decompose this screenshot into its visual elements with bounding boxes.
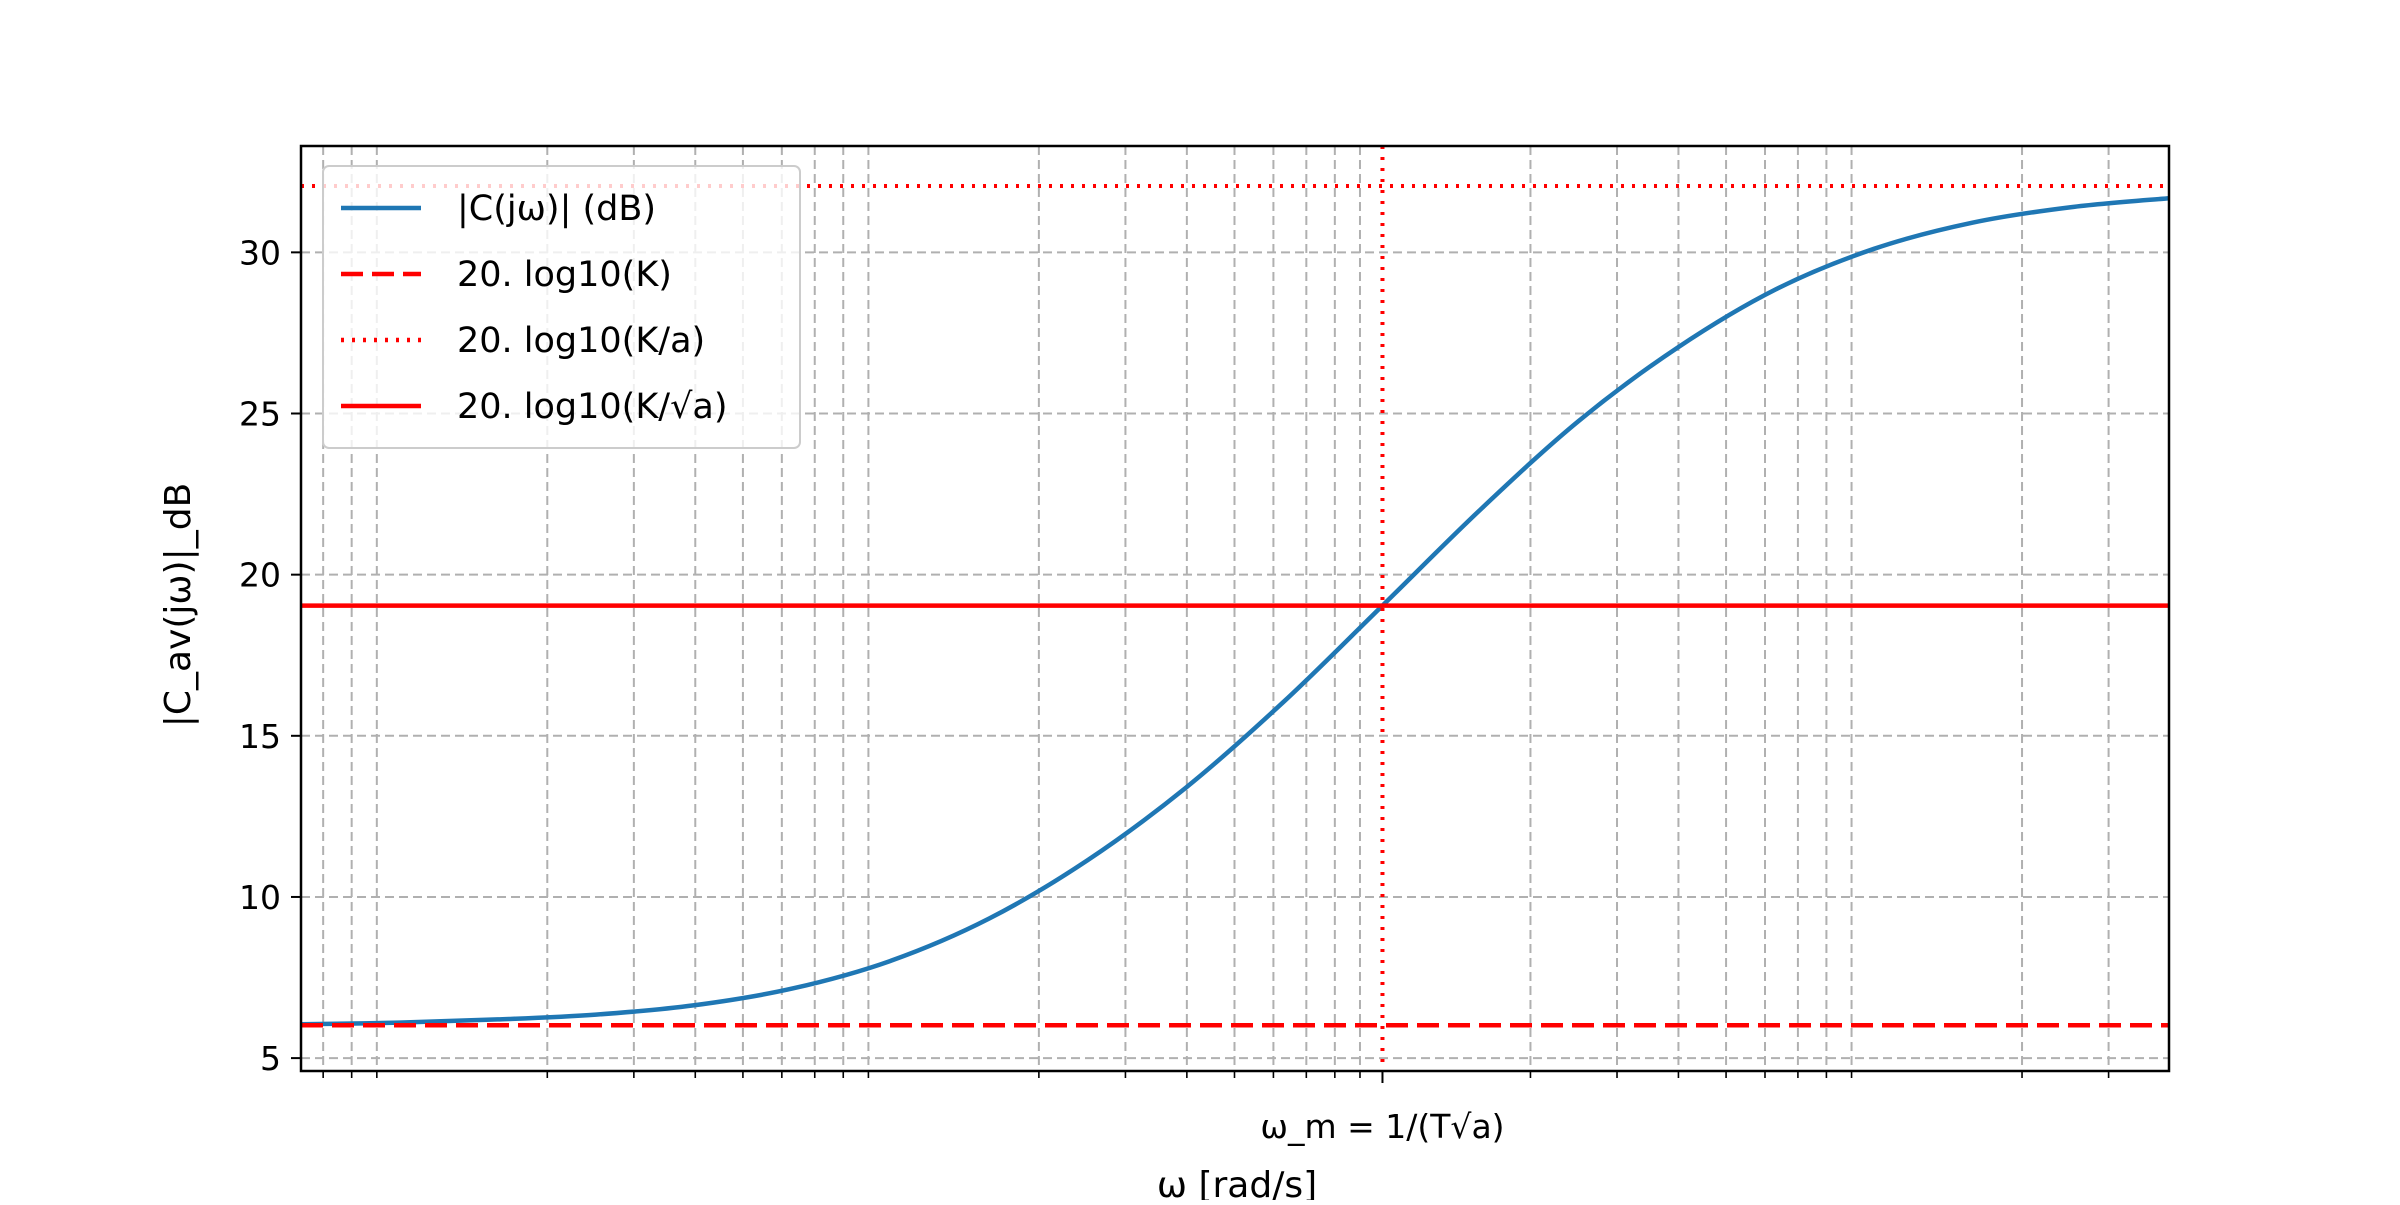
x-tick-label: ω_m = 1/(T√a) bbox=[1260, 1107, 1504, 1146]
y-tick-label: 5 bbox=[260, 1039, 281, 1078]
legend-label: |C(jω)| (dB) bbox=[457, 189, 656, 229]
legend-label: 20. log10(K/√a) bbox=[457, 387, 727, 427]
y-tick-label: 20 bbox=[239, 556, 281, 595]
legend-label: 20. log10(K) bbox=[457, 255, 672, 295]
legend: |C(jω)| (dB) 20. log10(K) 20. log10(K/a) 20… bbox=[323, 166, 800, 448]
legend-label: 20. log10(K/a) bbox=[457, 321, 705, 361]
y-tick-label: 25 bbox=[239, 395, 281, 434]
y-tick-label: 10 bbox=[239, 878, 281, 917]
y-tick-label: 15 bbox=[239, 717, 281, 756]
y-tick-label: 30 bbox=[239, 233, 281, 272]
x-axis-label: ω [rad/s] bbox=[1157, 1165, 1317, 1200]
y-axis-label: |C_av(jω)|_dB bbox=[158, 483, 199, 728]
